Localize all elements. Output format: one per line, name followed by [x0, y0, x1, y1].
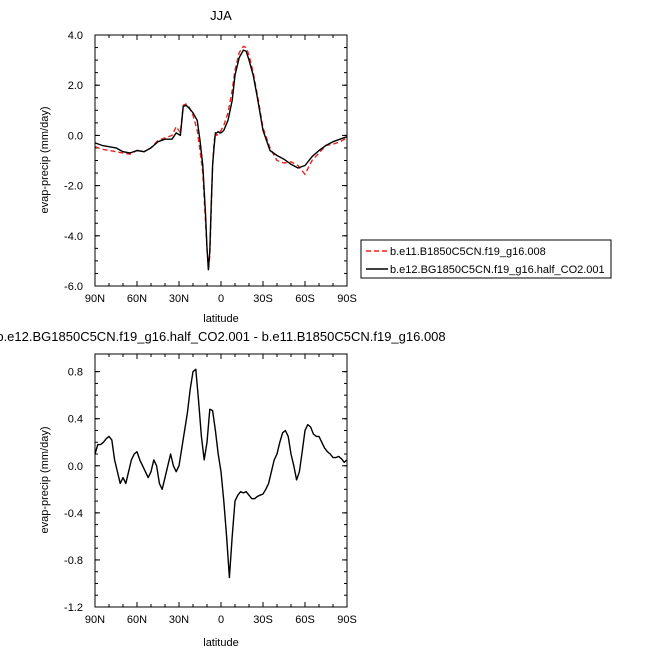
legend-box	[360, 239, 612, 279]
bottom-series-line-1	[94, 368, 348, 579]
top-series-group	[94, 45, 348, 272]
top-x-tick-label: 0	[218, 293, 224, 305]
top-x-tick-label: 90N	[85, 293, 105, 305]
bottom-y-tick-label: -0.8	[64, 555, 83, 567]
top-y-tick-label: 2.0	[68, 80, 83, 92]
bottom-y-tick-label: -0.4	[64, 508, 83, 520]
bottom-x-tick-label: 30N	[169, 614, 189, 626]
top-y-tick-label: -4.0	[64, 231, 83, 243]
top-x-axis-label: latitude	[203, 313, 238, 325]
bottom-x-tick-label: 60N	[127, 614, 147, 626]
top-panel: JJA 90N 60N 30N 0 30S 60S 90S 4.0 2.0 0.0 -2.0 -4.0…	[39, 8, 357, 325]
bottom-y-axis-label: evap-precip (mm/day)	[39, 427, 51, 534]
bottom-y-tick-label: 0.0	[68, 461, 83, 473]
legend-label-series-2: b.e12.BG1850C5CN.f19_g16.half_CO2.001	[390, 264, 605, 276]
top-chart-title: JJA	[210, 8, 232, 23]
top-plot-frame	[94, 34, 348, 287]
top-y-tick-label: -2.0	[64, 181, 83, 193]
bottom-x-tick-label: 90N	[85, 614, 105, 626]
bottom-series-group	[94, 368, 348, 579]
top-y-tick-label: 0.0	[68, 130, 83, 142]
top-x-tick-label: 30N	[169, 293, 189, 305]
bottom-ticks: 90N 60N 30N 0 30S 60S 90S 0.8 0.4 0.0 -0.4 -0.8 -1.2	[64, 354, 357, 626]
bottom-chart-title: b.e12.BG1850C5CN.f19_g16.half_CO2.001 - …	[0, 329, 446, 344]
top-x-tick-label: 90S	[337, 293, 357, 305]
bottom-y-tick-label: -1.2	[64, 602, 83, 614]
top-x-tick-label: 60N	[127, 293, 147, 305]
top-y-axis-label: evap-precip (mm/day)	[39, 107, 51, 214]
bottom-panel: b.e12.BG1850C5CN.f19_g16.half_CO2.001 - …	[0, 329, 446, 649]
legend: b.e11.B1850C5CN.f19_g16.008 b.e12.BG1850…	[360, 239, 612, 279]
top-x-tick-label: 60S	[295, 293, 315, 305]
bottom-x-tick-label: 0	[218, 614, 224, 626]
bottom-plot-frame	[94, 353, 348, 608]
bottom-x-tick-label: 30S	[253, 614, 273, 626]
top-ticks: 90N 60N 30N 0 30S 60S 90S 4.0 2.0 0.0 -2.0 -4.0 -6.0	[64, 30, 357, 305]
bottom-x-tick-label: 60S	[295, 614, 315, 626]
bottom-y-tick-label: 0.8	[68, 367, 83, 379]
bottom-x-tick-label: 90S	[337, 614, 357, 626]
top-y-tick-label: 4.0	[68, 30, 83, 42]
top-series-line-1	[94, 45, 348, 272]
top-x-tick-label: 30S	[253, 293, 273, 305]
bottom-y-tick-label: 0.4	[68, 414, 83, 426]
bottom-x-axis-label: latitude	[203, 637, 238, 649]
top-series-line-2	[94, 49, 348, 271]
top-y-tick-label: -6.0	[64, 281, 83, 293]
legend-label-series-1: b.e11.B1850C5CN.f19_g16.008	[390, 246, 546, 258]
